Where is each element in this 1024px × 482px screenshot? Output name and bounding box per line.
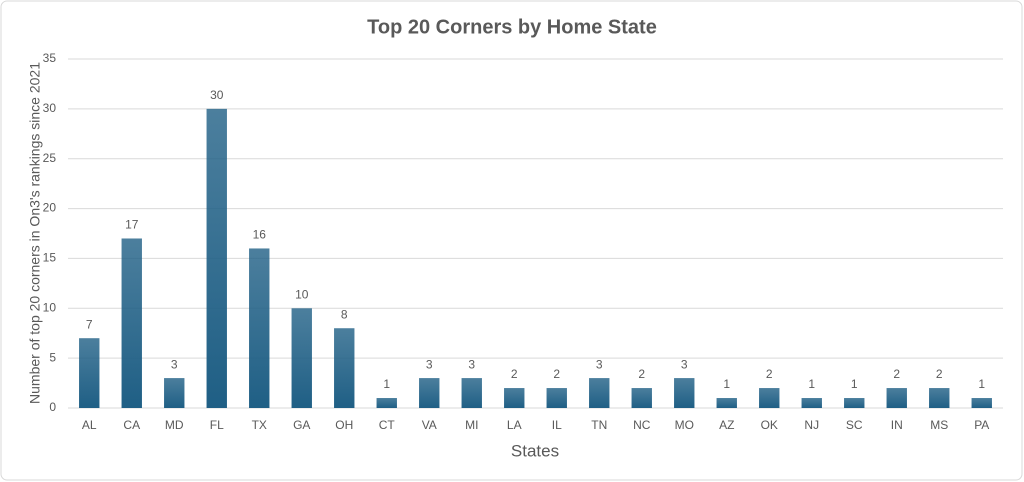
y-tick-label: 25 bbox=[43, 151, 57, 165]
data-label: 17 bbox=[125, 218, 139, 232]
x-tick-label: CT bbox=[379, 418, 396, 432]
data-label: 16 bbox=[253, 228, 267, 242]
bar bbox=[929, 388, 950, 408]
bar bbox=[291, 308, 312, 408]
data-label: 2 bbox=[638, 367, 645, 381]
data-label: 1 bbox=[723, 377, 730, 391]
data-label: 1 bbox=[851, 377, 858, 391]
data-label: 1 bbox=[808, 377, 815, 391]
x-tick-label: IN bbox=[891, 418, 903, 432]
y-tick-label: 0 bbox=[49, 400, 56, 414]
bar bbox=[334, 328, 355, 408]
data-label: 30 bbox=[210, 88, 224, 102]
data-label: 2 bbox=[766, 367, 773, 381]
bar bbox=[164, 378, 185, 408]
x-axis-title: States bbox=[511, 441, 559, 460]
bar bbox=[801, 398, 822, 408]
x-tick-label: SC bbox=[846, 418, 863, 432]
x-tick-label: NC bbox=[633, 418, 651, 432]
bar bbox=[546, 388, 567, 408]
bar bbox=[376, 398, 397, 408]
data-label: 10 bbox=[295, 287, 309, 301]
data-label: 2 bbox=[936, 367, 943, 381]
x-tick-label: OK bbox=[761, 418, 778, 432]
x-tick-label: MD bbox=[165, 418, 184, 432]
data-label: 2 bbox=[511, 367, 518, 381]
y-tick-label: 10 bbox=[43, 300, 57, 314]
x-tick-label: FL bbox=[210, 418, 224, 432]
bar bbox=[631, 388, 652, 408]
y-tick-label: 15 bbox=[43, 251, 57, 265]
bar bbox=[504, 388, 525, 408]
chart-title: Top 20 Corners by Home State bbox=[367, 16, 657, 38]
data-label: 1 bbox=[383, 377, 390, 391]
bar bbox=[206, 108, 227, 408]
bar bbox=[759, 388, 780, 408]
data-label: 1 bbox=[978, 377, 985, 391]
bar bbox=[674, 378, 695, 408]
bar bbox=[461, 378, 482, 408]
bar bbox=[79, 338, 100, 408]
y-tick-label: 20 bbox=[43, 201, 57, 215]
x-tick-label: MO bbox=[675, 418, 694, 432]
x-tick-label: AZ bbox=[719, 418, 734, 432]
data-label: 7 bbox=[86, 317, 93, 331]
bar bbox=[844, 398, 865, 408]
data-label: 8 bbox=[341, 307, 348, 321]
data-label: 3 bbox=[681, 357, 688, 371]
data-label: 3 bbox=[171, 357, 178, 371]
y-tick-label: 30 bbox=[43, 101, 57, 115]
bar bbox=[589, 378, 610, 408]
x-tick-label: TX bbox=[252, 418, 267, 432]
data-label: 2 bbox=[553, 367, 560, 381]
y-axis-title: Number of top 20 corners in On3's rankin… bbox=[27, 62, 43, 404]
x-tick-label: TN bbox=[591, 418, 607, 432]
bar bbox=[249, 248, 270, 408]
x-tick-label: CA bbox=[123, 418, 140, 432]
x-tick-label: PA bbox=[974, 418, 989, 432]
y-tick-label: 5 bbox=[49, 350, 56, 364]
x-tick-label: OH bbox=[335, 418, 353, 432]
data-label: 3 bbox=[426, 357, 433, 371]
x-tick-label: VA bbox=[422, 418, 437, 432]
data-label: 3 bbox=[596, 357, 603, 371]
y-tick-label: 35 bbox=[43, 51, 57, 65]
x-tick-label: AL bbox=[82, 418, 97, 432]
bar bbox=[121, 238, 142, 408]
x-tick-label: MI bbox=[465, 418, 478, 432]
x-tick-label: MS bbox=[930, 418, 948, 432]
x-tick-label: NJ bbox=[804, 418, 819, 432]
bar bbox=[971, 398, 992, 408]
x-tick-label: GA bbox=[293, 418, 310, 432]
bar bbox=[419, 378, 440, 408]
x-tick-label: LA bbox=[507, 418, 522, 432]
data-label: 2 bbox=[893, 367, 900, 381]
x-tick-label: IL bbox=[552, 418, 562, 432]
bar bbox=[716, 398, 737, 408]
bar bbox=[886, 388, 907, 408]
data-label: 3 bbox=[468, 357, 475, 371]
